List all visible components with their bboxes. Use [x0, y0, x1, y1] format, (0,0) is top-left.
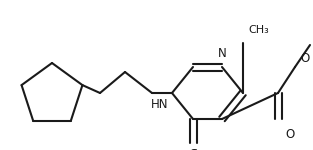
Text: S: S: [189, 148, 197, 150]
Text: N: N: [218, 47, 226, 60]
Text: O: O: [300, 51, 309, 64]
Text: CH₃: CH₃: [248, 25, 269, 35]
Text: O: O: [285, 128, 294, 141]
Text: HN: HN: [151, 99, 168, 111]
